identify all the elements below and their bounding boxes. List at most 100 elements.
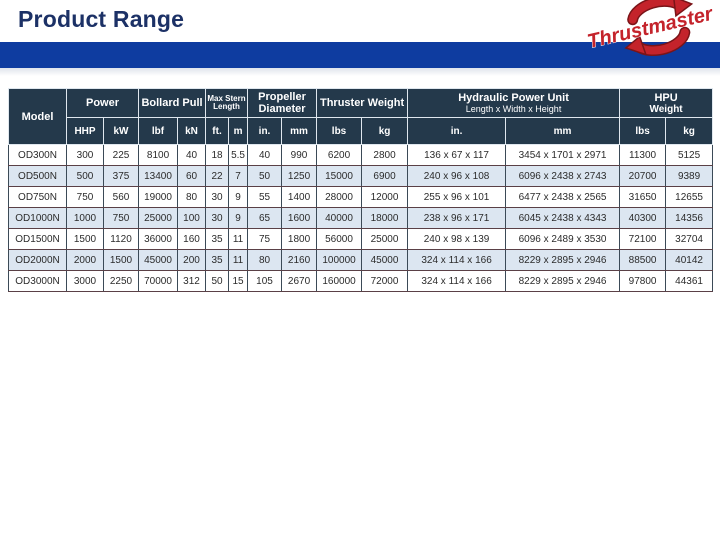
- header-max-stern-length: Max Stern Length: [205, 88, 249, 118]
- table-cell: 2160: [281, 249, 318, 271]
- unit-lbf: lbf: [138, 117, 179, 145]
- table-cell: 20700: [619, 165, 667, 187]
- table-cell: 15000: [316, 165, 363, 187]
- units-row: HHP kW lbf kN ft. m in. mm lbs kg in. mm…: [9, 117, 714, 145]
- unit-ft: ft.: [205, 117, 230, 145]
- table-cell: 65: [247, 207, 283, 229]
- table-cell: 312: [177, 270, 207, 292]
- header-hydraulic-power-unit: Hydraulic Power Unit Length x Width x He…: [407, 88, 621, 118]
- header-hpu-title: Hydraulic Power Unit: [458, 92, 569, 104]
- header-bollard-pull: Bollard Pull: [138, 88, 207, 118]
- table-cell: 72000: [361, 270, 409, 292]
- table-cell: 50: [205, 270, 230, 292]
- unit-kw: kW: [102, 117, 140, 145]
- table-cell: 14356: [665, 207, 714, 229]
- unit-hpu-lbs: lbs: [619, 117, 667, 145]
- table-cell: 18: [205, 144, 230, 166]
- table-cell: 45000: [361, 249, 409, 271]
- table-cell: 6200: [316, 144, 363, 166]
- table-cell: 18000: [361, 207, 409, 229]
- table-cell: 72100: [619, 228, 667, 250]
- table-row: OD500N 500 375 13400 60 22 7 50 1250 15000 6900 240…: [8, 165, 714, 187]
- table-cell: 36000: [138, 228, 179, 250]
- table-row: OD1000N 1000 750 25000 100 30 9 65 1600 40000 1800…: [8, 207, 714, 229]
- logo-arrows-icon: [624, 0, 694, 57]
- model-cell: OD500N: [8, 165, 67, 187]
- table-cell: 2800: [361, 144, 409, 166]
- table-header: Model Power Bollard Pull Max Stern Lengt…: [8, 88, 714, 145]
- table-cell: 255 x 96 x 101: [407, 186, 507, 208]
- unit-hpu-in: in.: [407, 117, 507, 145]
- table-cell: 324 x 114 x 166: [407, 270, 507, 292]
- table-cell: 5.5: [228, 144, 249, 166]
- table-cell: 240 x 98 x 139: [407, 228, 507, 250]
- table-cell: 100: [177, 207, 207, 229]
- table-cell: 9: [228, 207, 249, 229]
- table-cell: 5125: [665, 144, 714, 166]
- header-thruster-weight: Thruster Weight: [316, 88, 409, 118]
- table-cell: 30: [205, 186, 230, 208]
- table-cell: 13400: [138, 165, 179, 187]
- table-cell: 1500: [66, 228, 104, 250]
- table-row: OD300N 300 225 8100 40 18 5.5 40 990 6200 2800 136 …: [8, 144, 714, 166]
- model-cell: OD750N: [8, 186, 67, 208]
- table-cell: 105: [247, 270, 283, 292]
- table-row: OD2000N 2000 1500 45000 200 35 11 80 2160 100000 4…: [8, 249, 714, 271]
- table-cell: 2670: [281, 270, 318, 292]
- table-cell: 40300: [619, 207, 667, 229]
- table-cell: 56000: [316, 228, 363, 250]
- table-cell: 240 x 96 x 108: [407, 165, 507, 187]
- table-cell: 990: [281, 144, 318, 166]
- table-cell: 11300: [619, 144, 667, 166]
- table-cell: 40142: [665, 249, 714, 271]
- accent-bar-shadow: [0, 68, 720, 76]
- table-cell: 8100: [138, 144, 179, 166]
- table-cell: 200: [177, 249, 207, 271]
- table-cell: 750: [102, 207, 140, 229]
- table-cell: 50: [247, 165, 283, 187]
- header-hpu-weight-subtitle: Weight: [649, 103, 683, 115]
- unit-hpu-mm: mm: [505, 117, 621, 145]
- table-cell: 375: [102, 165, 140, 187]
- table-cell: 44361: [665, 270, 714, 292]
- table-cell: 8229 x 2895 x 2946: [505, 249, 621, 271]
- table-cell: 3000: [66, 270, 104, 292]
- header-propeller-diameter: Propeller Diameter: [247, 88, 318, 118]
- table-cell: 19000: [138, 186, 179, 208]
- table-cell: 80: [177, 186, 207, 208]
- table-cell: 9389: [665, 165, 714, 187]
- table-cell: 30: [205, 207, 230, 229]
- table-cell: 32704: [665, 228, 714, 250]
- table-cell: 324 x 114 x 166: [407, 249, 507, 271]
- table-cell: 160: [177, 228, 207, 250]
- unit-hhp: HHP: [66, 117, 104, 145]
- table-cell: 225: [102, 144, 140, 166]
- table-cell: 2250: [102, 270, 140, 292]
- unit-hpu-kg: kg: [665, 117, 714, 145]
- table-cell: 1400: [281, 186, 318, 208]
- model-cell: OD2000N: [8, 249, 67, 271]
- table-cell: 55: [247, 186, 283, 208]
- table-cell: 750: [66, 186, 104, 208]
- table-cell: 12655: [665, 186, 714, 208]
- table-body: OD300N 300 225 8100 40 18 5.5 40 990 6200 2800 136 …: [8, 144, 714, 292]
- table-cell: 7: [228, 165, 249, 187]
- table-cell: 500: [66, 165, 104, 187]
- table-cell: 40: [247, 144, 283, 166]
- header-power: Power: [65, 88, 140, 118]
- table-cell: 100000: [316, 249, 363, 271]
- table-cell: 136 x 67 x 117: [407, 144, 507, 166]
- table-cell: 9: [228, 186, 249, 208]
- product-range-table: Model Power Bollard Pull Max Stern Lengt…: [8, 88, 714, 292]
- table-cell: 300: [66, 144, 104, 166]
- table-cell: 80: [247, 249, 283, 271]
- model-cell: OD1000N: [8, 207, 67, 229]
- table-cell: 1800: [281, 228, 318, 250]
- table-cell: 88500: [619, 249, 667, 271]
- table-cell: 1250: [281, 165, 318, 187]
- table-cell: 8229 x 2895 x 2946: [505, 270, 621, 292]
- header-hpu-weight: HPU Weight: [619, 88, 714, 118]
- table-cell: 6096 x 2438 x 2743: [505, 165, 621, 187]
- table-cell: 3454 x 1701 x 2971: [505, 144, 621, 166]
